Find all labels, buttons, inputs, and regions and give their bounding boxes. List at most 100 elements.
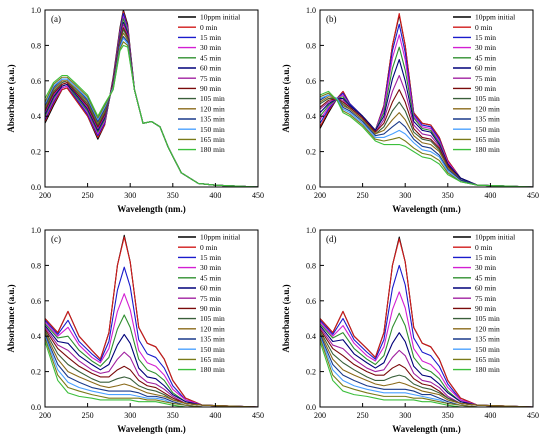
panel-label: (c): [51, 234, 61, 244]
series-line: [44, 337, 258, 408]
legend-entry: 0 min: [475, 23, 493, 32]
y-tick-label: 0.2: [306, 368, 316, 377]
y-tick-label: 0.0: [31, 183, 41, 192]
x-tick-label: 350: [167, 411, 179, 420]
legend-entry: 60 min: [475, 64, 496, 73]
series-line: [44, 32, 259, 188]
x-tick-label: 300: [124, 411, 136, 420]
series-line: [44, 314, 259, 408]
legend-entry: 150 min: [200, 345, 225, 354]
legend-entry: 135 min: [475, 335, 500, 344]
series-line: [44, 12, 259, 188]
series-line: [319, 92, 534, 188]
legend-entry: 120 min: [200, 324, 225, 333]
legend-entry: 10ppm initial: [475, 233, 515, 242]
legend-entry: 75 min: [475, 74, 496, 83]
y-axis-label: Absorbance (a.u.): [6, 64, 16, 132]
series-line: [44, 328, 259, 408]
legend-entry: 0 min: [200, 243, 218, 252]
legend-entry: 105 min: [475, 314, 500, 323]
legend-entry: 165 min: [475, 135, 500, 144]
x-tick-label: 200: [314, 191, 326, 200]
legend-entry: 10ppm initial: [200, 233, 240, 242]
x-tick-label: 250: [82, 191, 94, 200]
legend-entry: 150 min: [200, 125, 225, 134]
series-line: [319, 14, 534, 188]
chart-svg: 200 250 300 350 400 450 0.0 0.2 0.4 0.6 0.8 1.0 Wave…: [281, 226, 539, 434]
legend-entry: 90 min: [200, 84, 221, 93]
legend-entry: 15 min: [200, 253, 221, 262]
chart-svg: 200 250 300 350 400 450 0.0 0.2 0.4 0.6 0.8 1.0 Wave…: [6, 6, 264, 214]
y-tick-label: 0.6: [31, 297, 41, 306]
legend-entry: 165 min: [475, 355, 500, 364]
legend-entry: 150 min: [475, 345, 500, 354]
series-line: [319, 238, 534, 408]
legend-entry: 120 min: [475, 324, 500, 333]
x-tick-label: 450: [527, 191, 539, 200]
x-tick-label: 400: [484, 191, 496, 200]
plot-frame: [319, 9, 534, 188]
x-axis-label: Wavelength (nm.): [392, 204, 461, 214]
y-axis-label: Absorbance (a.u.): [281, 64, 291, 132]
y-tick-label: 1.0: [31, 6, 41, 15]
series-line: [44, 325, 259, 408]
legend-entry: 45 min: [475, 53, 496, 62]
series-line: [319, 94, 534, 188]
series-line: [44, 266, 259, 408]
y-tick-label: 1.0: [31, 226, 41, 235]
y-tick-label: 0.2: [306, 148, 316, 157]
y-tick-label: 0.8: [306, 41, 316, 50]
series-line: [319, 337, 533, 408]
legend-entry: 180 min: [475, 365, 500, 374]
series-line: [319, 96, 534, 188]
legend-entry: 120 min: [475, 104, 500, 113]
series-line: [44, 18, 259, 188]
series-line: [44, 41, 259, 188]
x-tick-label: 200: [39, 411, 51, 420]
x-tick-label: 350: [442, 411, 454, 420]
y-tick-label: 0.4: [31, 332, 41, 341]
series-line: [319, 34, 534, 188]
series-line: [44, 28, 259, 188]
series-line: [44, 37, 259, 188]
legend-entry: 180 min: [200, 145, 225, 154]
y-tick-label: 0.4: [306, 332, 316, 341]
legend-entry: 45 min: [200, 273, 221, 282]
y-tick-label: 0.4: [31, 112, 41, 121]
legend-entry: 45 min: [200, 53, 221, 62]
series-line: [319, 325, 534, 408]
legend-entry: 10ppm initial: [475, 13, 515, 22]
x-tick-label: 200: [39, 191, 51, 200]
x-tick-label: 400: [209, 411, 221, 420]
x-tick-label: 300: [399, 411, 411, 420]
y-tick-label: 0.6: [306, 297, 316, 306]
legend-entry: 120 min: [200, 104, 225, 113]
legend-entry: 45 min: [475, 273, 496, 282]
legend-entry: 0 min: [475, 243, 493, 252]
x-tick-label: 350: [167, 191, 179, 200]
y-tick-label: 1.0: [306, 6, 316, 15]
chart-svg: 200 250 300 350 400 450 0.0 0.2 0.4 0.6 0.8 1.0 Wave…: [6, 226, 264, 434]
y-tick-label: 0.8: [31, 41, 41, 50]
y-tick-label: 0.2: [31, 368, 41, 377]
legend-entry: 10ppm initial: [200, 13, 240, 22]
series-line: [319, 264, 534, 408]
y-tick-label: 1.0: [306, 226, 316, 235]
x-axis-label: Wavelength (nm.): [392, 424, 461, 434]
x-tick-label: 450: [252, 191, 264, 200]
panel-label: (d): [326, 234, 337, 244]
legend-entry: 0 min: [200, 23, 218, 32]
series-line: [44, 236, 259, 408]
chart-panel-1: 200 250 300 350 400 450 0.0 0.2 0.4 0.6 0.8 1.0 Wave…: [275, 0, 550, 220]
legend-entry: 165 min: [200, 355, 225, 364]
legend-entry: 90 min: [475, 84, 496, 93]
series-line: [44, 23, 259, 188]
legend-entry: 180 min: [200, 365, 225, 374]
series-line: [44, 36, 259, 188]
series-line: [319, 59, 534, 188]
y-tick-label: 0.0: [306, 403, 316, 412]
series-line: [319, 327, 534, 408]
legend-entry: 30 min: [475, 263, 496, 272]
x-tick-label: 250: [357, 191, 369, 200]
legend-entry: 165 min: [200, 135, 225, 144]
